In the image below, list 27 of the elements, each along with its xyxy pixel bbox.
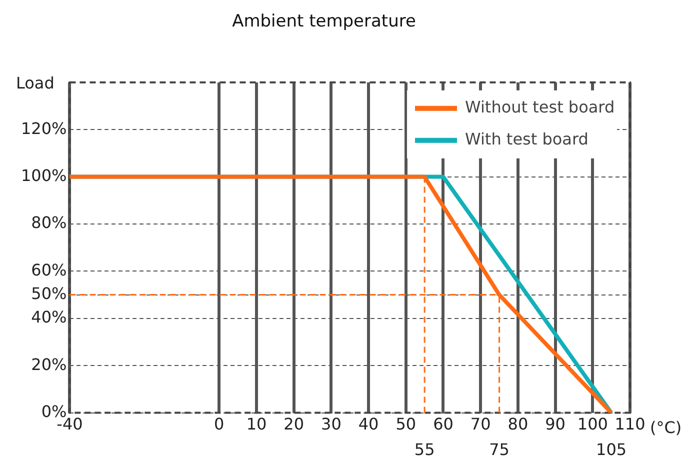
x-tick-label: 70 (470, 414, 491, 434)
legend-label: With test board (465, 130, 588, 149)
x-tick-label: 40 (358, 414, 379, 434)
x-tick-label: 110 (614, 414, 646, 434)
y-tick-label: 60% (31, 260, 67, 280)
x-axis-title: (°C) (650, 418, 682, 437)
y-tick-label: 80% (31, 213, 67, 232)
annotation: 105 (596, 440, 627, 459)
x-tick-label: 20 (284, 414, 304, 434)
x-tick-label: 30 (321, 414, 342, 434)
y-tick-label: 50% (31, 284, 67, 303)
ref-line-label: 75 (489, 440, 510, 459)
x-tick-label: 80 (508, 414, 528, 434)
y-tick-label: 100% (20, 166, 67, 185)
x-tick-label: 90 (545, 414, 566, 434)
y-tick-label: 120% (20, 118, 67, 138)
y-tick-label: 20% (31, 354, 67, 374)
legend-label: Without test board (465, 98, 615, 117)
x-tick-label: 50 (396, 414, 416, 434)
x-tick-label: 0 (214, 414, 224, 434)
chart-title: Ambient temperature (232, 12, 416, 32)
ref-line-label: 55 (414, 440, 435, 459)
x-tick-label: 100 (577, 414, 608, 434)
x-tick-label: 60 (433, 414, 454, 434)
y-tick-label: 40% (31, 308, 67, 327)
y-axis-title: Load (16, 74, 54, 93)
x-tick-label: 10 (246, 414, 267, 434)
